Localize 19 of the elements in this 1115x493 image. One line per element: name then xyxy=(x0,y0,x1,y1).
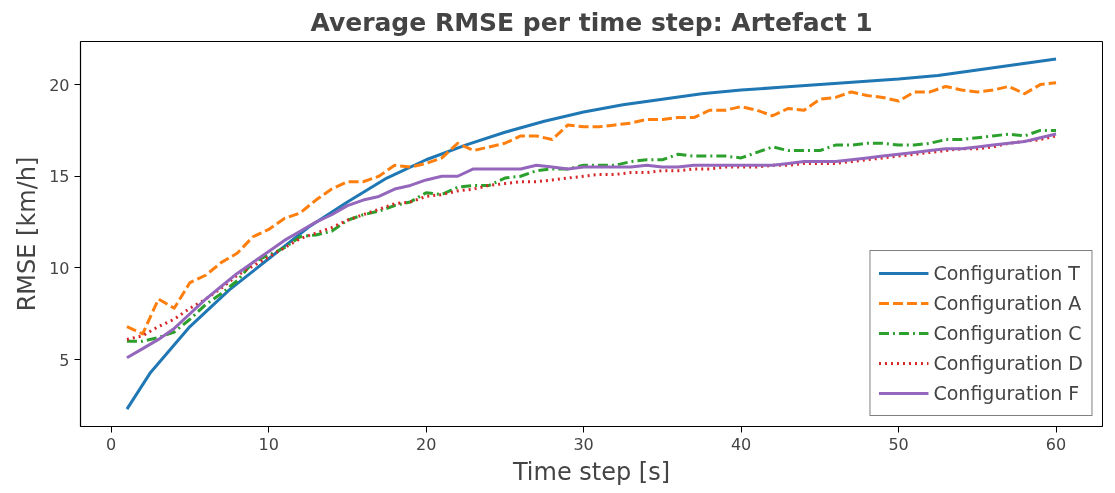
legend-label: Configuration F xyxy=(933,381,1080,406)
x-tick-label: 50 xyxy=(888,434,909,454)
y-tick-label: 15 xyxy=(49,167,70,187)
y-tick-label: 5 xyxy=(59,350,70,370)
y-tick-label: 20 xyxy=(49,75,70,95)
x-tick-label: 0 xyxy=(106,434,117,454)
x-tick-label: 40 xyxy=(730,434,752,454)
x-tick-label: 20 xyxy=(415,434,437,454)
legend-label: Configuration D xyxy=(933,351,1083,376)
x-tick-label: 60 xyxy=(1045,434,1067,454)
x-tick-label: 30 xyxy=(573,434,594,454)
x-tick-label: 10 xyxy=(258,434,279,454)
legend-label: Configuration A xyxy=(933,291,1082,316)
x-axis-title: Time step [s] xyxy=(511,457,671,486)
y-axis-title: RMSE [km/h] xyxy=(13,156,42,312)
chart-title: Average RMSE per time step: Artefact 1 xyxy=(310,7,873,37)
legend-label: Configuration C xyxy=(933,321,1082,346)
y-tick-label: 10 xyxy=(49,258,70,278)
legend-label: Configuration T xyxy=(933,261,1080,286)
